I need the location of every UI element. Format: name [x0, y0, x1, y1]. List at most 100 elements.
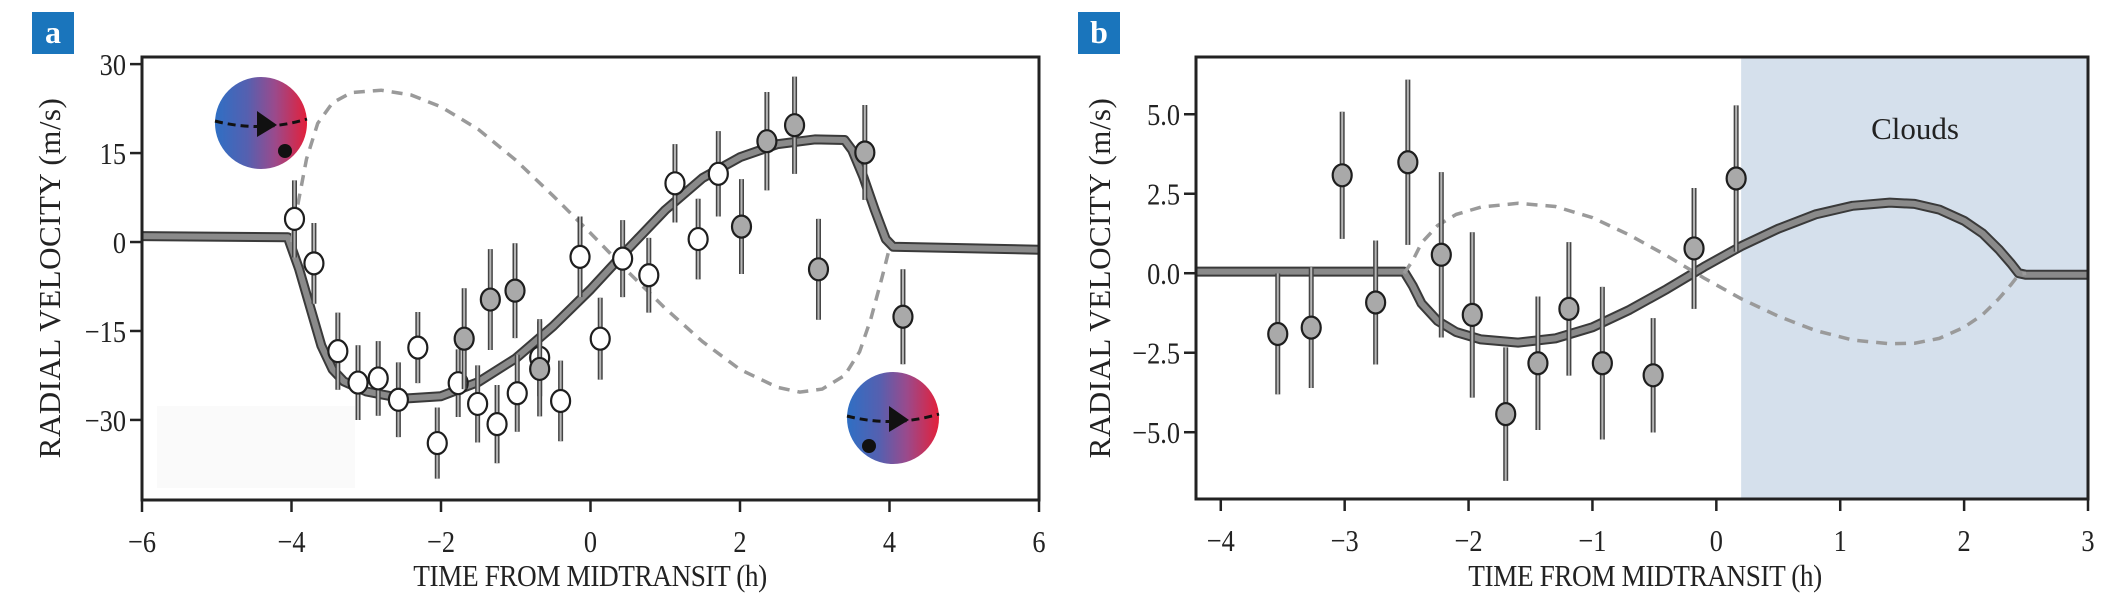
data-point — [426, 407, 448, 479]
y-tick-label: 15 — [100, 137, 126, 171]
x-axis-label-b: TIME FROM MIDTRANSIT (h) — [1468, 558, 1822, 593]
y-axis-label-a: RADIAL VELOCITY (m/s) — [32, 97, 67, 459]
data-marker — [1725, 166, 1747, 191]
data-marker — [756, 129, 778, 154]
data-marker — [303, 251, 325, 276]
data-marker — [1683, 236, 1705, 261]
data-point — [1591, 286, 1613, 440]
data-marker — [638, 263, 660, 288]
data-point — [327, 312, 349, 390]
panel-label-a: a — [32, 12, 74, 54]
data-point — [453, 288, 475, 390]
data-point — [479, 249, 501, 350]
data-marker — [1591, 351, 1613, 376]
data-point — [783, 76, 806, 174]
y-tick-label: 2.5 — [1147, 178, 1180, 212]
data-marker — [1331, 163, 1353, 188]
data-point — [467, 365, 489, 443]
y-tick-label: −5.0 — [1132, 416, 1180, 450]
x-tick-label: 0 — [1710, 524, 1723, 558]
data-point — [664, 144, 686, 223]
x-tick-label: 2 — [733, 525, 746, 559]
data-marker — [1365, 290, 1387, 315]
x-axis-label-a: TIME FROM MIDTRANSIT (h) — [413, 558, 767, 593]
data-point — [486, 384, 508, 464]
x-tick-label: −1 — [1578, 524, 1606, 558]
y-axis-label-b: RADIAL VELOCITY (m/s) — [1082, 97, 1117, 459]
data-point — [892, 269, 914, 365]
data-point — [1461, 232, 1483, 398]
x-tick-label: −2 — [427, 525, 455, 559]
data-point — [283, 180, 306, 258]
x-tick-label: 6 — [1032, 525, 1045, 559]
planet-dot — [278, 144, 292, 158]
data-marker — [569, 244, 591, 269]
data-point — [1642, 318, 1664, 433]
mirror-model-dashed-line — [1402, 201, 2027, 346]
x-tick-label: −4 — [277, 525, 305, 559]
plot-frame — [1194, 55, 2090, 501]
data-point — [1397, 79, 1419, 245]
panel-b: −4 −3 −2 −1 0 1 2 3 5.0 2.5 0.0 −2.5 −5.0 — [1132, 55, 2095, 559]
data-marker — [506, 381, 528, 406]
clouds-region-label: Clouds — [1871, 111, 1959, 146]
data-point — [1331, 111, 1353, 239]
y-tick-label: 0.0 — [1147, 257, 1180, 291]
data-point — [347, 345, 369, 420]
data-marker — [453, 326, 475, 351]
data-marker — [479, 287, 501, 312]
data-marker — [892, 304, 914, 329]
data-point — [549, 360, 572, 442]
orbit-direction-arrow-icon — [257, 111, 277, 137]
data-point — [1558, 242, 1580, 376]
data-marker — [1430, 242, 1452, 267]
data-point — [387, 362, 409, 438]
data-marker — [783, 113, 806, 138]
data-point — [687, 198, 709, 280]
x-tick-label: 1 — [1834, 524, 1847, 558]
data-marker — [327, 339, 349, 364]
data-marker — [707, 161, 729, 186]
data-point — [504, 243, 526, 339]
data-marker — [467, 391, 489, 417]
data-point — [707, 131, 729, 217]
data-marker — [426, 430, 448, 456]
data-marker — [486, 411, 508, 437]
x-tick-label: 2 — [1958, 524, 1971, 558]
data-marker — [1267, 321, 1289, 347]
data-marker — [1495, 401, 1517, 427]
data-point — [638, 237, 660, 313]
data-marker — [1397, 150, 1419, 175]
data-point — [756, 91, 778, 191]
data-marker — [549, 388, 572, 414]
y-tick-label: −2.5 — [1132, 337, 1180, 371]
orbit-direction-arrow-icon — [889, 406, 909, 432]
data-point — [589, 297, 611, 380]
y-tick-label: −30 — [85, 404, 126, 438]
y-tick-label: 0 — [113, 226, 126, 260]
data-point — [1300, 267, 1322, 389]
data-marker — [387, 387, 409, 412]
data-marker — [612, 246, 634, 271]
y-tick-label: 5.0 — [1147, 98, 1180, 132]
data-point — [1495, 347, 1517, 481]
data-marker — [854, 140, 876, 165]
data-marker — [1300, 315, 1322, 340]
data-marker — [1527, 351, 1549, 376]
data-marker — [504, 278, 526, 303]
data-marker — [347, 370, 369, 395]
data-marker — [807, 257, 830, 282]
data-marker — [687, 226, 709, 252]
data-point — [1267, 273, 1289, 395]
data-point — [506, 354, 528, 432]
data-point — [854, 105, 876, 200]
mirror-model-dashed-line — [289, 88, 892, 394]
panel-label-b: b — [1078, 12, 1120, 54]
data-marker — [1461, 302, 1483, 327]
data-point — [807, 218, 830, 320]
data-point — [367, 341, 389, 416]
data-point — [303, 223, 325, 304]
star-icon-egress — [846, 372, 940, 464]
panel-a: −6 −4 −2 0 2 4 6 30 15 0 −15 −30 — [85, 48, 1046, 559]
